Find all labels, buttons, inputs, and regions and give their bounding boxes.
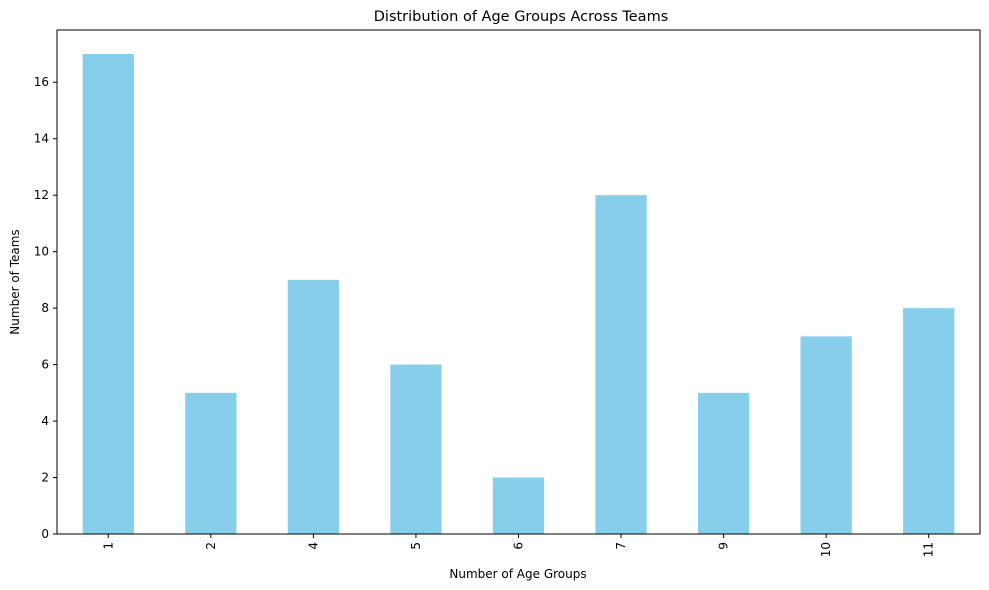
bar-10 [800,336,852,534]
y-axis-label: Number of Teams [8,229,22,334]
bar-4 [287,279,340,534]
y-tick-label: 16 [34,75,49,89]
x-tick-label: 5 [409,542,423,550]
x-tick-label: 7 [614,542,628,550]
bar-5 [390,364,442,534]
x-tick-label: 9 [717,542,731,550]
x-tick-label: 11 [922,542,936,557]
x-tick-label: 4 [306,542,320,550]
bar-1 [82,54,134,534]
y-tick-label: 10 [34,245,49,259]
y-tick-label: 4 [41,414,49,428]
bar-7 [595,195,647,535]
bars-group [82,54,955,535]
bar-11 [903,308,955,534]
x-axis-label: Number of Age Groups [449,567,586,581]
y-axis-ticks: 0 2 4 6 8 10 12 14 16 [34,75,57,541]
chart-title: Distribution of Age Groups Across Teams [374,9,669,25]
y-tick-label: 0 [41,527,49,541]
x-tick-label: 2 [204,542,218,550]
bar-9 [697,392,750,534]
x-tick-label: 1 [101,542,115,550]
bar-6 [492,477,545,534]
y-tick-label: 14 [34,132,49,146]
y-tick-label: 8 [41,301,49,315]
axes-frame [56,29,981,535]
y-tick-label: 12 [34,188,49,202]
x-tick-label: 6 [512,542,526,550]
x-tick-label: 10 [819,542,833,557]
y-tick-label: 2 [41,471,49,485]
y-tick-label: 6 [41,358,49,372]
x-axis-ticks: 1 2 4 5 6 7 9 10 11 [101,534,936,557]
bar-2 [185,392,237,534]
